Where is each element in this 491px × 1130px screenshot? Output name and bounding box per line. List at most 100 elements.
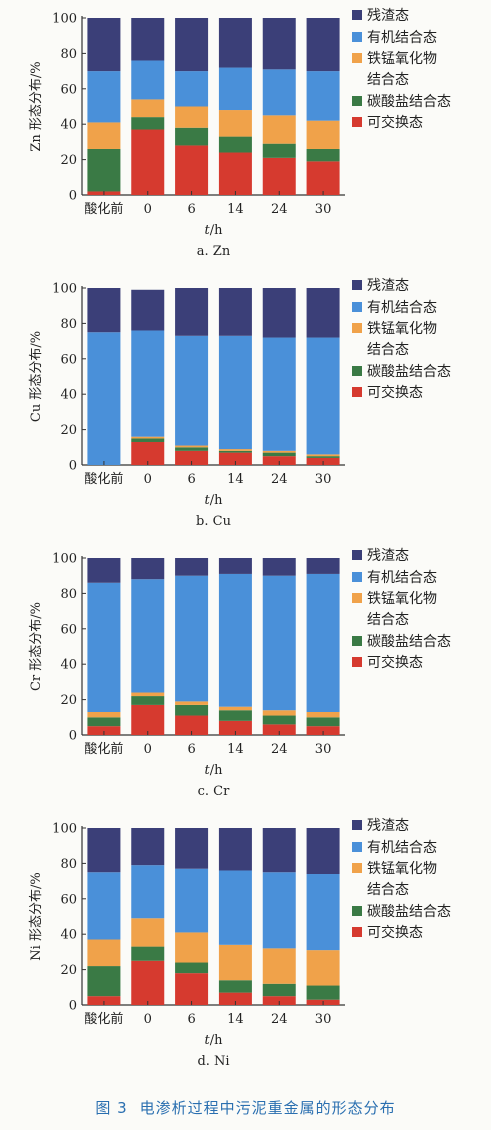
legend-swatch (352, 820, 362, 830)
legend-label: 铁锰氧化物 (367, 51, 437, 67)
bar-segment (175, 868, 209, 933)
bar-segment (218, 720, 252, 735)
chart-cr: 0 20 40 60 80 100 Cr 形态分布/% 酸化前 0 6 14 24 30 t/h c. Cr… (29, 548, 451, 799)
bar-segment (175, 973, 209, 1005)
bar-segment (262, 69, 296, 116)
bar-segment (218, 449, 252, 451)
bar-segment (218, 944, 252, 981)
bar-segment (306, 454, 340, 457)
bar-segment (306, 18, 340, 72)
legend-label: 可交换态 (367, 924, 423, 941)
bar-segment (262, 828, 296, 873)
x-tick-label: 30 (315, 742, 332, 757)
x-tick-label: 30 (315, 202, 332, 217)
bar-segment (262, 143, 296, 158)
y-tick-label: 40 (60, 928, 77, 943)
y-tick-label: 40 (60, 388, 77, 403)
legend-label: 碳酸盐结合态 (367, 364, 451, 380)
legend-swatch (352, 32, 362, 42)
bar-segment (87, 939, 121, 967)
bar-segment (306, 120, 340, 149)
y-tick-label: 100 (52, 822, 77, 837)
bar-segment (218, 335, 252, 450)
bar-segment (306, 726, 340, 735)
legend-label: 铁锰氧化物 (367, 861, 437, 877)
bar-segment (218, 573, 252, 707)
bar-segment (262, 157, 296, 195)
legend-label: 碳酸盐结合态 (367, 94, 451, 110)
subplot-caption: d. Ni (197, 1054, 229, 1069)
x-tick-label: 6 (187, 1012, 195, 1027)
bar-segment (87, 148, 121, 192)
legend-label: 结合态 (367, 342, 409, 358)
legend-label: 残渣态 (367, 818, 409, 834)
y-axis-label: Zn 形态分布/% (29, 61, 44, 151)
legend-swatch (352, 96, 362, 106)
legend-label: 有机结合态 (367, 570, 437, 586)
chart-cu: 0 20 40 60 80 100 Cu 形态分布/% 酸化前 0 6 14 24 30 t/h b. Cu… (29, 278, 451, 529)
bar-segment (175, 288, 209, 336)
x-tick-label: 0 (144, 742, 152, 757)
subplot-caption: b. Cu (196, 514, 231, 529)
bar-segment (306, 288, 340, 338)
bar-segment (131, 704, 165, 735)
x-tick-label: 6 (187, 472, 195, 487)
bar-segment (87, 966, 121, 997)
bar-segment (218, 136, 252, 153)
x-tick-label: 24 (271, 742, 288, 757)
bar-segment (131, 18, 165, 61)
bar-segment (306, 711, 340, 718)
x-tick-label: 24 (271, 472, 288, 487)
y-tick-label: 60 (60, 352, 77, 367)
bar-segment (306, 558, 340, 574)
legend-label: 碳酸盐结合态 (367, 904, 451, 920)
bar-segment (262, 575, 296, 711)
x-axis-label: t/h (205, 223, 224, 238)
x-tick-label: 酸化前 (84, 201, 123, 217)
legend-swatch (352, 550, 362, 560)
x-tick-label: 30 (315, 1012, 332, 1027)
x-tick-label: 6 (187, 742, 195, 757)
legend-label: 可交换态 (367, 384, 423, 401)
bar-segment (175, 450, 209, 465)
bar-segment (218, 152, 252, 195)
bar-segment (218, 558, 252, 574)
bar-segment (262, 948, 296, 984)
y-tick-label: 0 (69, 189, 77, 204)
bar-segment (131, 99, 165, 118)
legend-swatch (352, 636, 362, 646)
y-tick-label: 60 (60, 622, 77, 637)
y-tick-label: 0 (69, 729, 77, 744)
bar-segment (262, 983, 296, 997)
legend-swatch (352, 302, 362, 312)
bar-segment (218, 18, 252, 68)
y-tick-label: 100 (52, 12, 77, 27)
bar-segment (306, 573, 340, 712)
legend-label: 可交换态 (367, 114, 423, 131)
bar-segment (131, 558, 165, 580)
x-tick-label: 0 (144, 1012, 152, 1027)
bar-segment (175, 127, 209, 146)
x-tick-label: 0 (144, 202, 152, 217)
bar-segment (175, 704, 209, 716)
bar-segment (87, 717, 121, 727)
bar-segment (131, 117, 165, 130)
bar-segment (175, 575, 209, 702)
bar-segment (131, 918, 165, 947)
chart-panel-cu: 0 20 40 60 80 100 Cu 形态分布/% 酸化前 0 6 14 24 30 t/h b. Cu… (0, 270, 491, 535)
bar-segment (175, 447, 209, 451)
chart-panel-zn: 0 20 40 60 80 100 Zn 形态分布/% 酸化前 0 6 14 24 30 t/h a. Zn… (0, 0, 491, 265)
legend-swatch (352, 117, 362, 127)
x-tick-label: 酸化前 (84, 471, 123, 487)
bar-segment (131, 60, 165, 100)
bar-segment (131, 441, 165, 465)
x-tick-label: 14 (227, 202, 244, 217)
bar-segment (262, 450, 296, 453)
chart-zn: 0 20 40 60 80 100 Zn 形态分布/% 酸化前 0 6 14 24 30 t/h a. Zn… (29, 8, 451, 259)
legend-label: 残渣态 (367, 8, 409, 24)
bar-segment (306, 717, 340, 727)
bar-segment (218, 710, 252, 721)
legend-label: 有机结合态 (367, 300, 437, 316)
bar-segment (175, 145, 209, 195)
figure-title: 电渗析过程中污泥重金属的形态分布 (139, 1099, 396, 1117)
